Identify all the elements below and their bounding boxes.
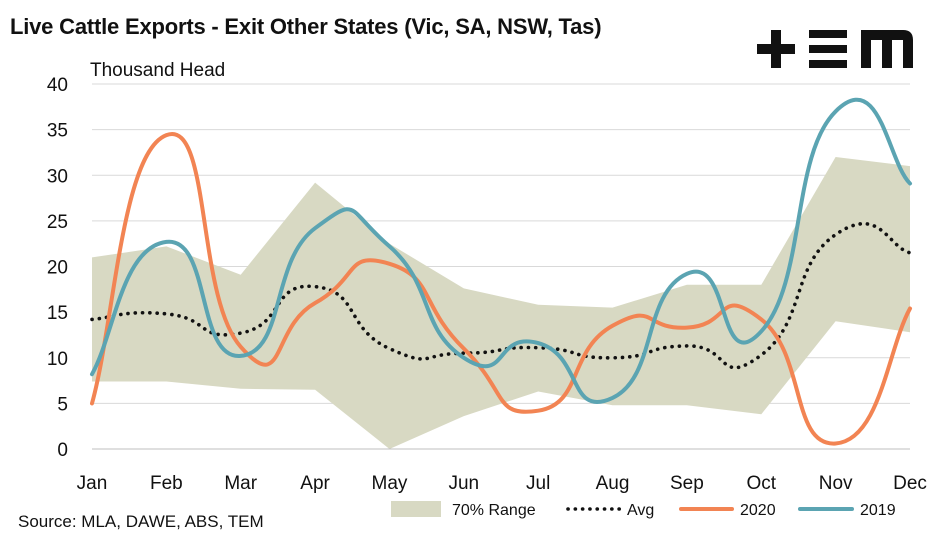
x-tick-jun: Jun bbox=[448, 473, 479, 494]
x-tick-nov: Nov bbox=[819, 473, 853, 494]
y-tick-10: 10 bbox=[47, 349, 68, 370]
range-band bbox=[92, 157, 910, 449]
logo-e-bar-middle bbox=[809, 45, 847, 53]
tem-logo bbox=[757, 30, 913, 68]
chart-title: Live Cattle Exports - Exit Other States … bbox=[10, 14, 602, 39]
y-tick-35: 35 bbox=[47, 121, 68, 142]
x-tick-aug: Aug bbox=[596, 473, 630, 494]
x-tick-apr: Apr bbox=[300, 473, 330, 494]
legend-label-2019: 2019 bbox=[860, 502, 896, 519]
series-lines bbox=[90, 97, 912, 446]
series-line-2020 bbox=[90, 132, 912, 446]
legend-swatch-range bbox=[391, 501, 441, 517]
legend: 70% Range Avg 2020 2019 bbox=[391, 501, 896, 519]
logo-e-bar-top bbox=[809, 30, 847, 38]
legend-label-avg: Avg bbox=[627, 502, 654, 519]
logo-e-bar-bottom bbox=[809, 60, 847, 68]
logo-plus-vertical bbox=[771, 30, 781, 68]
x-tick-sep: Sep bbox=[670, 473, 704, 494]
y-tick-30: 30 bbox=[47, 166, 68, 187]
x-tick-oct: Oct bbox=[746, 473, 776, 494]
series-line-2019 bbox=[90, 97, 912, 404]
y-tick-25: 25 bbox=[47, 212, 68, 233]
x-tick-labels: Jan Feb Mar Apr May Jun Jul Aug Sep Oct Nov Dec bbox=[77, 473, 927, 494]
y-tick-40: 40 bbox=[47, 75, 68, 96]
x-tick-jan: Jan bbox=[77, 473, 108, 494]
y-tick-0: 0 bbox=[57, 440, 68, 461]
x-tick-dec: Dec bbox=[893, 473, 927, 494]
x-tick-mar: Mar bbox=[224, 473, 257, 494]
x-tick-may: May bbox=[372, 473, 408, 494]
legend-label-2020: 2020 bbox=[740, 502, 776, 519]
y-tick-labels: 0 5 10 15 20 25 30 35 40 bbox=[47, 75, 68, 461]
y-tick-15: 15 bbox=[47, 303, 68, 324]
legend-label-range: 70% Range bbox=[452, 502, 536, 519]
source-note: Source: MLA, DAWE, ABS, TEM bbox=[18, 512, 264, 531]
y-tick-5: 5 bbox=[57, 394, 68, 415]
y-tick-20: 20 bbox=[47, 258, 68, 279]
x-tick-jul: Jul bbox=[526, 473, 550, 494]
y-axis-label: Thousand Head bbox=[90, 60, 225, 81]
x-tick-feb: Feb bbox=[150, 473, 183, 494]
series-line-avg bbox=[90, 221, 912, 370]
logo-m bbox=[861, 30, 913, 68]
